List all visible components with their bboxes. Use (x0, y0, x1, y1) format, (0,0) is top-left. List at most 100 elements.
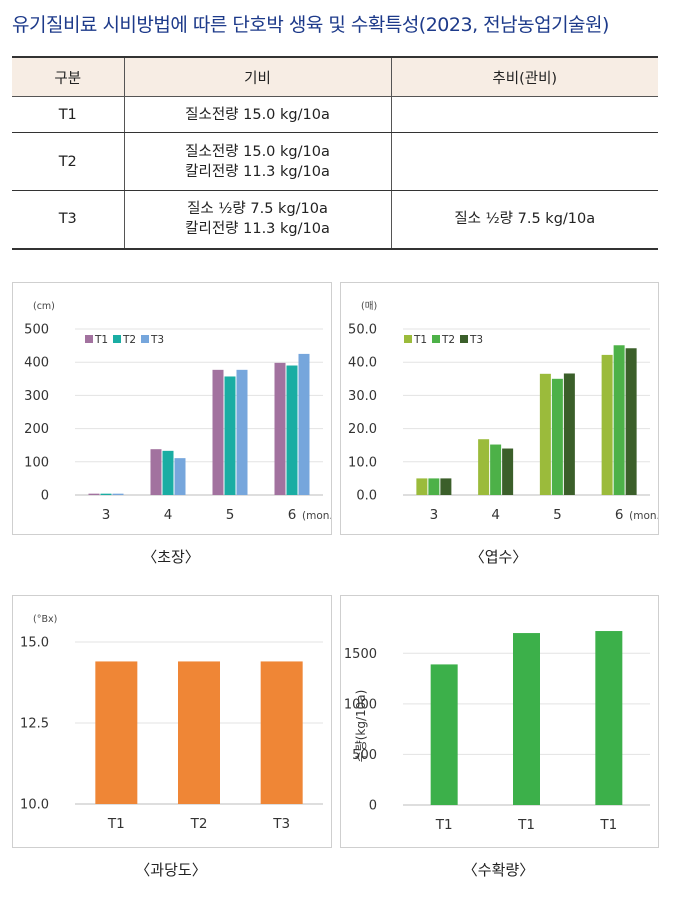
y-tick-label: 200 (24, 422, 49, 437)
basal-line: 질소전량 15.0 kg/10a (185, 143, 330, 160)
y-tick-label: 300 (24, 389, 49, 404)
bar-t3-cat-1 (502, 448, 514, 495)
bar-t1-cat-1 (478, 439, 490, 495)
y-axis-label: 수량(kg/10a) (354, 690, 368, 763)
height-chart: 0 100 200 300 400 500 (cm) 3 4 5 6 (mon.) T1 T2 T3 (24, 301, 331, 523)
x-tick-label: T1 (517, 817, 535, 833)
y-tick-label: 1500 (344, 647, 377, 662)
chart-panel-height: 0 100 200 300 400 500 (cm) 3 4 5 6 (mon.) T1 T2 T3 (12, 282, 332, 535)
legend-label: T2 (441, 334, 455, 346)
top-dressing-cell: 질소 ½량 7.5 kg/10a (390, 190, 658, 250)
y-tick-label: 10.0 (20, 798, 49, 813)
bar-cat-2 (260, 661, 303, 804)
treatment-label: T3 (12, 190, 124, 250)
legend-swatch (113, 335, 121, 343)
x-tick-label: 3 (430, 507, 439, 523)
y-tick-label: 500 (24, 323, 49, 338)
leaf-count-chart: 0.0 10.0 20.0 30.0 40.0 50.0 (매) 3 4 5 6 (mon.) T1 T2… (348, 301, 658, 523)
x-tick-label: T1 (107, 816, 125, 832)
table-header-cell: 구분 (12, 56, 124, 97)
y-tick-label: 500 (352, 748, 377, 763)
treatment-table: 구분 기비 추비(관비) T1 질소전량 15.0 kg/10a T2 질소전량… (12, 56, 658, 250)
top-dressing-cell (390, 96, 658, 133)
unit-label: (cm) (33, 301, 55, 312)
legend-label: T2 (122, 334, 136, 346)
basal-cell: 질소전량 15.0 kg/10a (123, 96, 391, 133)
bar-cat-1 (178, 661, 220, 804)
x-tick-label: 3 (102, 507, 111, 523)
yield-chart: 0 500 1000 1500 수량(kg/10a) T1 T1 T1 (344, 631, 650, 833)
chart-panel-yield: 0 500 1000 1500 수량(kg/10a) T1 T1 T1 (340, 595, 659, 848)
y-tick-label: 0 (41, 489, 49, 504)
y-tick-label: 0.0 (356, 489, 377, 504)
bar-t1-cat-3 (274, 362, 286, 495)
x-tick-label: 4 (164, 507, 173, 523)
chart-caption: 〈초장〉 (142, 548, 200, 566)
bar-t1-cat-3 (601, 354, 613, 495)
sugar-content-chart: 10.0 12.5 15.0 (°Bx) T1 T2 T3 (20, 614, 323, 832)
bar-cat-0 (95, 661, 138, 804)
x-tick-label: T1 (599, 817, 617, 833)
bar-t2-cat-3 (613, 345, 625, 495)
x-tick-label: T2 (190, 816, 208, 832)
legend-swatch (460, 335, 468, 343)
bar-t2-cat-0 (100, 493, 112, 495)
bar-t1-cat-1 (150, 449, 162, 495)
table-row: T2 질소전량 15.0 kg/10a 칼리전량 11.3 kg/10a (12, 132, 658, 191)
bar-cat-2 (595, 631, 623, 805)
treatment-label: T1 (12, 96, 124, 133)
x-tick-label: 5 (553, 507, 562, 523)
basal-line: 칼리전량 11.3 kg/10a (185, 163, 330, 180)
basal-line: 질소전량 15.0 kg/10a (185, 106, 330, 123)
y-tick-label: 100 (24, 455, 49, 470)
chart-panel-sugar: 10.0 12.5 15.0 (°Bx) T1 T2 T3 (12, 595, 332, 848)
table-row: T1 질소전량 15.0 kg/10a (12, 96, 658, 133)
x-tick-label: T3 (272, 816, 290, 832)
bar-t3-cat-0 (440, 478, 452, 495)
x-unit-label: (mon.) (629, 510, 658, 522)
top-dressing-cell (390, 132, 658, 191)
x-tick-label: 6 (288, 507, 297, 523)
basal-line: 질소 ½량 7.5 kg/10a (187, 201, 328, 218)
legend-swatch (85, 335, 93, 343)
bar-cat-1 (513, 633, 540, 805)
bar-t1-cat-2 (539, 373, 551, 495)
legend-label: T3 (150, 334, 164, 346)
bar-t1-cat-0 (88, 493, 100, 495)
bar-t1-cat-2 (212, 369, 224, 495)
legend-label: T3 (469, 334, 483, 346)
basal-cell: 질소전량 15.0 kg/10a 칼리전량 11.3 kg/10a (123, 132, 391, 191)
y-tick-label: 40.0 (348, 356, 377, 371)
y-tick-label: 15.0 (20, 636, 49, 651)
bar-t3-cat-2 (563, 373, 575, 495)
treatment-label: T2 (12, 132, 124, 191)
bar-t2-cat-3 (286, 365, 298, 495)
y-tick-label: 0 (369, 799, 377, 814)
y-tick-label: 10.0 (348, 455, 377, 470)
legend-label: T1 (413, 334, 427, 346)
y-tick-label: 50.0 (348, 323, 377, 338)
x-tick-label: 4 (491, 507, 500, 523)
bar-cat-0 (430, 664, 458, 805)
y-tick-label: 30.0 (348, 389, 377, 404)
unit-label: (°Bx) (33, 614, 57, 625)
legend-swatch (404, 335, 412, 343)
y-tick-label: 400 (24, 356, 49, 371)
bar-t3-cat-0 (112, 493, 124, 495)
bar-t2-cat-2 (224, 376, 236, 495)
table-row: T3 질소 ½량 7.5 kg/10a 칼리전량 11.3 kg/10a 질소 … (12, 190, 658, 250)
legend-label: T1 (94, 334, 108, 346)
bar-t3-cat-1 (174, 458, 186, 495)
y-tick-label: 20.0 (348, 422, 377, 437)
chart-caption: 〈과당도〉 (135, 861, 207, 879)
chart-caption: 〈엽수〉 (469, 548, 528, 566)
chart-panel-leaves: 0.0 10.0 20.0 30.0 40.0 50.0 (매) 3 4 5 6 (mon.) T1 T2… (340, 282, 659, 535)
basal-line: 칼리전량 11.3 kg/10a (185, 221, 330, 238)
unit-label: (매) (361, 301, 377, 312)
bar-t1-cat-0 (416, 478, 428, 495)
table-header-cell: 추비(관비) (390, 56, 658, 97)
bar-t2-cat-2 (551, 378, 563, 495)
bar-t2-cat-1 (490, 444, 502, 495)
legend-swatch (141, 335, 149, 343)
table-header-cell: 기비 (123, 56, 391, 97)
